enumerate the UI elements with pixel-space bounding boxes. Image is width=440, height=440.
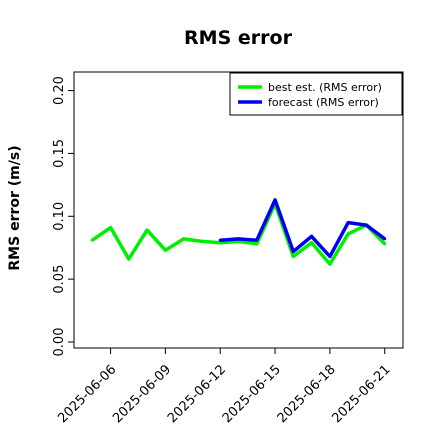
data-point-series-0 — [127, 257, 131, 261]
y-tick-label: 0.10 — [52, 202, 67, 231]
data-point-series-1 — [237, 237, 240, 241]
data-point-series-1 — [291, 249, 295, 253]
data-point-series-0 — [310, 241, 314, 245]
data-point-series-1 — [255, 238, 259, 242]
data-point-series-0 — [90, 238, 94, 242]
x-tick-label: 2025-06-12 — [165, 362, 229, 426]
data-point-series-0 — [163, 248, 167, 252]
data-point-series-1 — [383, 237, 387, 241]
plot-frame — [73, 71, 404, 349]
data-point-series-0 — [346, 232, 350, 236]
y-tick-label: 0.05 — [52, 265, 67, 294]
data-point-series-1 — [218, 238, 222, 242]
data-point-series-1 — [364, 223, 368, 227]
x-tick-label: 2025-06-06 — [55, 362, 119, 426]
legend-box — [229, 72, 403, 116]
x-tick-label: 2025-06-15 — [220, 362, 284, 426]
data-point-series-1 — [346, 221, 350, 225]
legend-label-1: forecast (RMS error) — [268, 96, 379, 109]
data-point-series-0 — [291, 255, 295, 259]
data-point-series-0 — [182, 237, 186, 241]
data-point-series-0 — [200, 239, 204, 243]
legend-label-0: best est. (RMS error) — [268, 81, 382, 94]
y-axis-label: RMS error (m/s) — [7, 145, 23, 270]
data-point-series-0 — [383, 242, 387, 246]
series-line-1 — [220, 198, 386, 259]
x-tick-label: 2025-06-09 — [110, 362, 174, 426]
data-point-series-1 — [310, 234, 314, 238]
data-point-series-1 — [273, 198, 277, 202]
data-point-series-0 — [145, 228, 149, 232]
y-tick-label: 0.15 — [52, 139, 67, 168]
data-point-series-1 — [328, 255, 332, 259]
x-tick-label: 2025-06-18 — [275, 362, 339, 426]
plot-area: 0.00 0.05 0.10 0.15 0.20 2025-06-062025-06-09… — [52, 71, 404, 426]
data-point-series-0 — [255, 242, 259, 246]
chart-title: RMS error — [184, 27, 293, 49]
y-tick-label: 0.00 — [52, 328, 67, 357]
x-tick-label: 2025-06-21 — [330, 362, 394, 426]
data-point-series-0 — [218, 241, 222, 245]
data-point-series-0 — [328, 262, 332, 266]
y-tick-label: 0.20 — [52, 76, 67, 105]
data-point-series-0 — [109, 226, 113, 230]
